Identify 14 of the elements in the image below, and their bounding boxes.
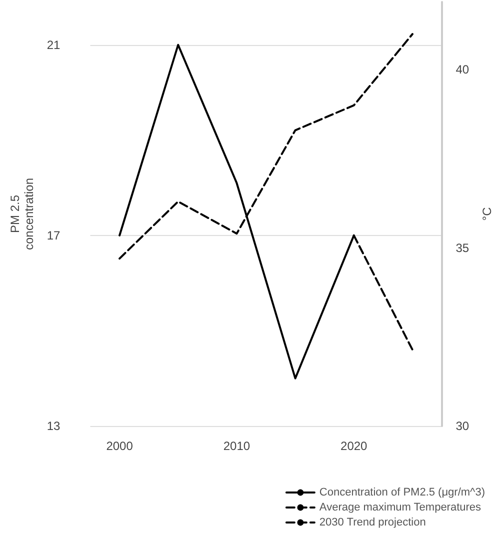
x-tick-label: 2020 — [340, 439, 368, 453]
legend-label: Concentration of PM2.5 (μgr/m^3) — [319, 486, 486, 498]
y2-axis-title: °C — [480, 206, 494, 221]
x-tick-label: 2010 — [223, 439, 250, 453]
legend-label: 2030 Trend projection — [319, 516, 426, 528]
x-tick-label: 2000 — [106, 439, 134, 453]
y-tick-label: 21 — [46, 38, 61, 52]
y2-tick-label: 35 — [456, 240, 470, 255]
y-tick-label: 13 — [46, 419, 61, 433]
y-tick-label: 17 — [46, 228, 61, 242]
y2-tick-label: 40 — [456, 62, 470, 77]
legend-label: Average maximum Temperatures — [319, 502, 482, 514]
y2-tick-label: 30 — [456, 419, 470, 433]
y-axis-title: PM 2.5 concentration — [8, 178, 36, 250]
